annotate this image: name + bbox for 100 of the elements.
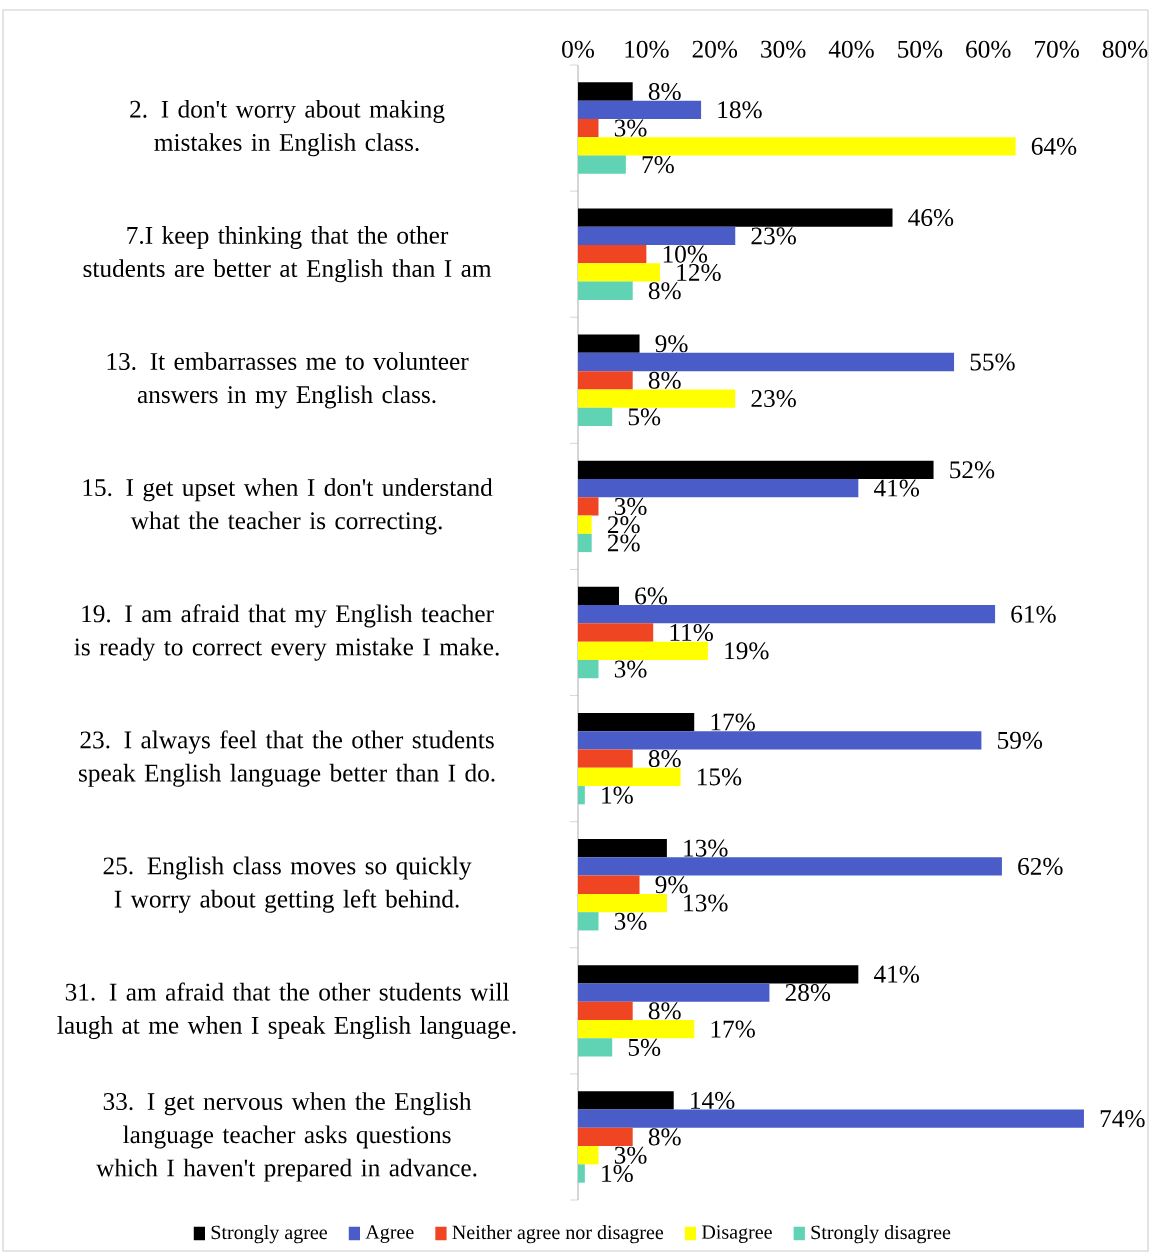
bar	[578, 478, 859, 498]
bar	[578, 352, 955, 372]
y-tick-label: 2. I don't worry about making mistakes in English class.	[130, 99, 445, 157]
bar	[578, 731, 982, 750]
data-label: 23%	[751, 227, 796, 245]
data-label: 13%	[684, 839, 728, 857]
bar	[578, 1146, 599, 1165]
bar	[578, 1091, 674, 1110]
legend-label: Strongly agree	[211, 1225, 327, 1244]
bar	[578, 226, 736, 246]
bar	[578, 1127, 633, 1147]
data-label: 9%	[655, 876, 688, 894]
data-label: 5%	[628, 408, 661, 426]
data-label: 28%	[785, 983, 831, 1002]
legend-label: Disagree	[701, 1225, 772, 1243]
data-label: 17%	[711, 1020, 755, 1038]
bar	[578, 767, 681, 787]
x-tick-label: 40%	[828, 40, 874, 58]
bar	[578, 281, 633, 300]
data-label: 3%	[614, 912, 647, 930]
data-label: 8%	[648, 82, 681, 101]
y-tick-label: 19. I am afraid that my English teacher is ready to correct every mistake I make.	[74, 604, 499, 661]
legend-label: Agree	[365, 1225, 414, 1243]
bar	[578, 497, 599, 516]
data-label: 13%	[684, 894, 728, 912]
data-label: 74%	[1100, 1110, 1145, 1128]
y-tick-label: 13. It embarrasses me to volunteer answers in my English class.	[107, 352, 469, 409]
data-label: 62%	[1018, 857, 1063, 876]
bar	[578, 263, 661, 282]
bar	[578, 100, 702, 119]
data-label: 55%	[970, 353, 1015, 371]
data-label: 41%	[873, 965, 920, 983]
x-tick-label: 60%	[966, 40, 1011, 58]
data-label: 23%	[751, 390, 796, 408]
x-tick-label: 10%	[625, 40, 669, 58]
bar	[578, 983, 770, 1002]
data-label: 3%	[614, 119, 647, 137]
bar	[578, 641, 708, 660]
bar	[578, 1164, 585, 1183]
bar	[578, 137, 1016, 156]
data-label: 8%	[648, 1128, 681, 1146]
data-label: 2%	[607, 516, 640, 534]
x-tick-label: 50%	[898, 40, 943, 58]
y-tick-label: 31. I am afraid that the other students will laugh at me when I speak English language.	[57, 982, 516, 1040]
bar	[578, 208, 893, 227]
data-label: 41%	[873, 479, 920, 497]
bar	[578, 875, 640, 894]
bar	[578, 334, 640, 353]
bar	[578, 460, 934, 479]
data-label: 8%	[648, 282, 681, 300]
data-label: 10%	[663, 245, 708, 263]
data-label: 3%	[614, 1146, 647, 1164]
bar	[578, 857, 1002, 876]
bar	[578, 118, 599, 138]
bar	[578, 1038, 613, 1057]
bar	[578, 82, 633, 101]
y-tick-label: 7.I keep thinking that the other students are better at English than I am	[83, 226, 492, 283]
data-label: 64%	[1031, 137, 1077, 155]
bar	[578, 839, 667, 858]
y-tick-label: 33. I get nervous when the English language teacher asks questions which I haven't prepared in advance.	[96, 1092, 477, 1182]
bar	[578, 659, 599, 679]
bar	[578, 407, 613, 426]
x-tick-label: 20%	[692, 40, 738, 58]
data-label: 8%	[648, 371, 681, 389]
bar	[578, 515, 592, 534]
data-label: 11%	[670, 623, 713, 642]
data-label: 52%	[950, 461, 995, 479]
x-tick-label: 0%	[562, 40, 594, 58]
bar	[578, 1001, 633, 1020]
data-label: 3%	[614, 497, 647, 515]
bar	[578, 389, 736, 408]
x-tick-label: 70%	[1035, 40, 1079, 58]
data-label: 15%	[697, 768, 742, 786]
bar	[578, 893, 667, 913]
data-label: 2%	[607, 534, 640, 552]
x-tick-label: 30%	[761, 40, 806, 58]
data-label: 14%	[691, 1091, 735, 1109]
y-tick-label: 25. English class moves so quickly I worry about getting left behind.	[103, 856, 472, 913]
legend-label: Neither agree nor disagree	[452, 1225, 664, 1244]
data-label: 59%	[998, 731, 1043, 749]
data-label: 46%	[908, 209, 954, 227]
data-label: 3%	[614, 660, 647, 678]
data-label: 61%	[1011, 605, 1056, 623]
data-label: 6%	[635, 587, 668, 605]
x-tick-label: 80%	[1102, 40, 1148, 58]
data-label: 9%	[655, 335, 688, 353]
bar	[578, 749, 633, 768]
data-label: 1%	[602, 1164, 633, 1183]
bar	[578, 533, 592, 553]
bar	[578, 371, 633, 390]
bar	[578, 1019, 695, 1039]
data-label: 12%	[677, 263, 721, 282]
bar	[578, 605, 996, 624]
y-tick-label: 15. I get upset when I don't understand what the teacher is correcting.	[83, 478, 493, 535]
bar	[578, 786, 585, 805]
bar	[578, 1109, 1084, 1128]
data-label: 18%	[718, 101, 762, 119]
bar	[578, 912, 599, 931]
data-label: 8%	[648, 1002, 681, 1020]
data-label: 19%	[725, 642, 769, 660]
